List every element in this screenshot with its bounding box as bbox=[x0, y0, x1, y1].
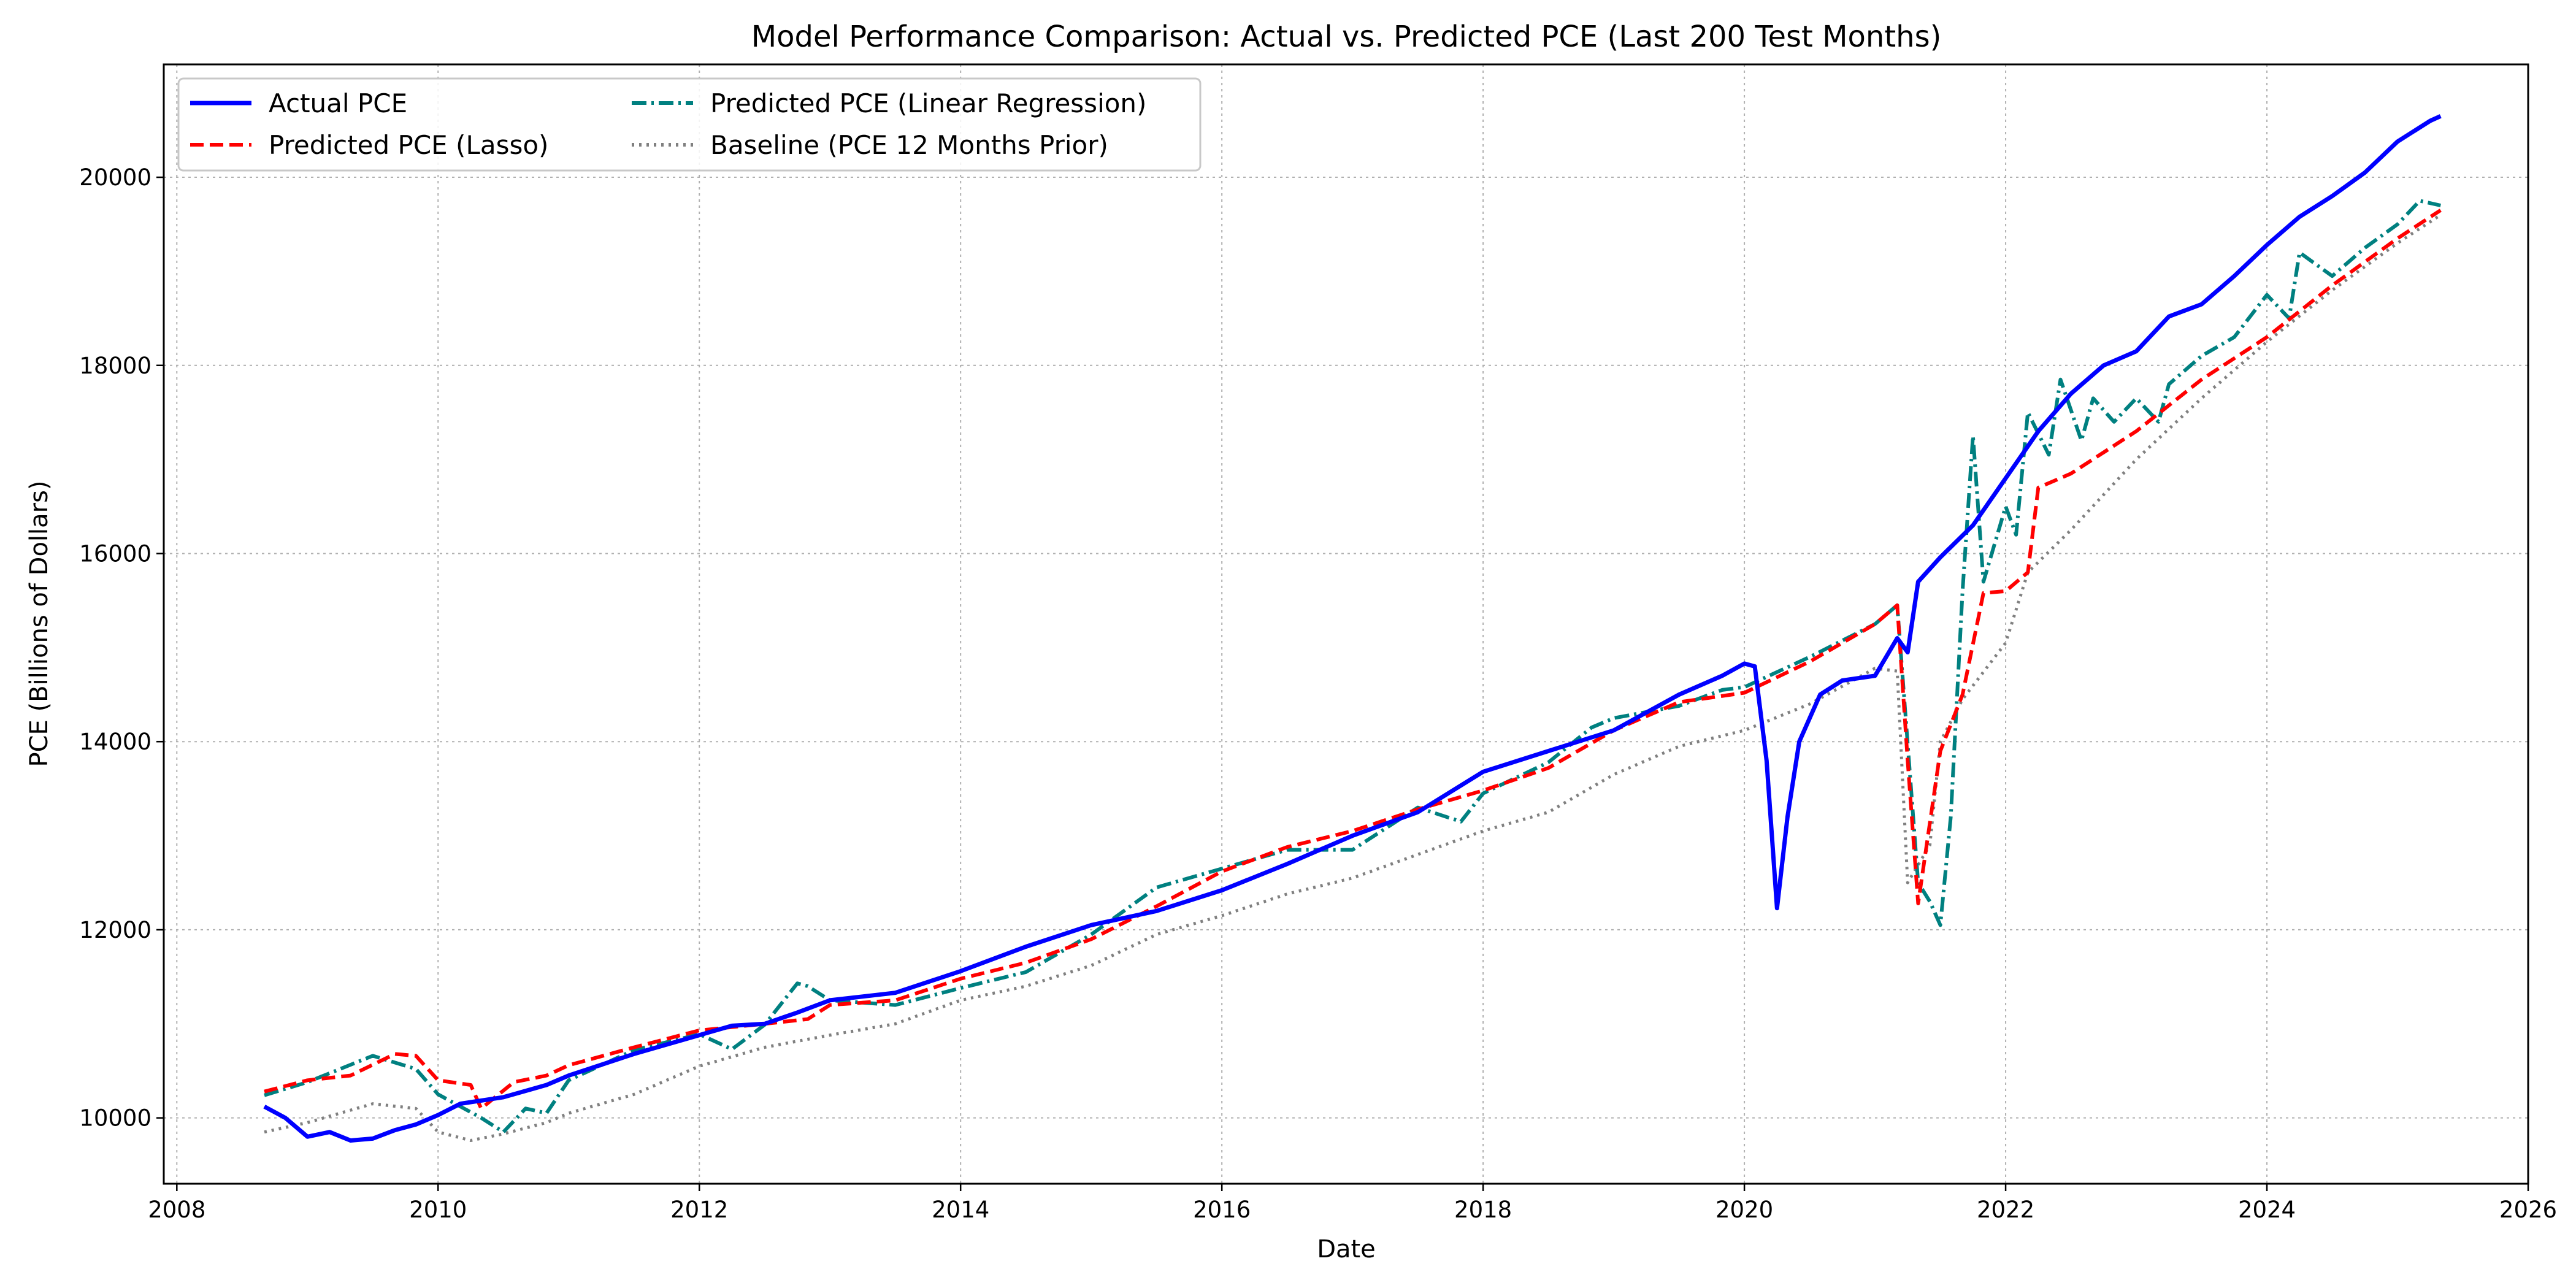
x-tick-label: 2024 bbox=[2238, 1197, 2296, 1223]
y-tick-label: 12000 bbox=[79, 917, 151, 943]
x-tick-label: 2020 bbox=[1715, 1197, 1773, 1223]
x-axis-label: Date bbox=[1317, 1235, 1376, 1263]
series-line-0 bbox=[263, 114, 2442, 1143]
x-tick-label: 2014 bbox=[932, 1197, 989, 1223]
x-axis: 2008 2010 2012 2014 2016 2018 2020 2022 2024 2026 bbox=[148, 1184, 2557, 1223]
legend-box bbox=[177, 77, 1202, 172]
legend-label: Predicted PCE (Lasso) bbox=[269, 130, 548, 160]
legend: Actual PCE Predicted PCE (Lasso) Predicted… bbox=[177, 77, 1202, 172]
x-tick-label: 2012 bbox=[670, 1197, 728, 1223]
x-tick-label: 2008 bbox=[148, 1197, 205, 1223]
series-line-3 bbox=[264, 213, 2442, 1142]
legend-label: Actual PCE bbox=[269, 88, 407, 118]
x-tick-label: 2022 bbox=[1977, 1197, 2034, 1223]
chart-title: Model Performance Comparison: Actual vs.… bbox=[751, 20, 1942, 54]
plot-frame bbox=[163, 63, 2529, 1185]
legend-label: Predicted PCE (Linear Regression) bbox=[710, 88, 1146, 118]
x-tick-label: 2010 bbox=[409, 1197, 467, 1223]
grid-lines bbox=[164, 64, 2529, 1184]
x-tick-label: 2016 bbox=[1193, 1197, 1251, 1223]
y-tick-label: 14000 bbox=[79, 729, 151, 755]
y-axis: 10000 12000 14000 16000 18000 20000 bbox=[79, 164, 164, 1132]
x-tick-label: 2018 bbox=[1454, 1197, 1512, 1223]
y-tick-label: 16000 bbox=[79, 540, 151, 567]
y-tick-label: 18000 bbox=[79, 353, 151, 379]
series-line-1 bbox=[264, 209, 2442, 1111]
y-axis-label: PCE (Billions of Dollars) bbox=[25, 480, 53, 767]
legend-label: Baseline (PCE 12 Months Prior) bbox=[710, 130, 1108, 160]
series-line-2 bbox=[264, 199, 2441, 1134]
y-tick-label: 10000 bbox=[79, 1105, 151, 1132]
x-tick-label: 2026 bbox=[2499, 1197, 2557, 1223]
y-tick-label: 20000 bbox=[79, 164, 151, 191]
series-lines bbox=[263, 114, 2442, 1143]
